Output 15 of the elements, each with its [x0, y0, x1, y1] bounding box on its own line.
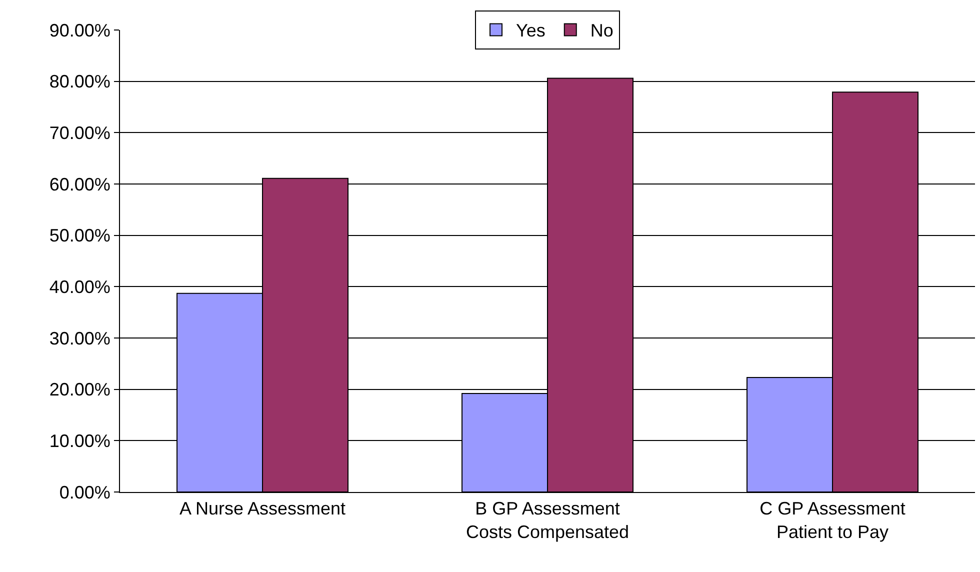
y-tick-label: 70.00% [49, 122, 110, 143]
x-tick-label: A Nurse Assessment [179, 498, 346, 519]
y-tick-label: 10.00% [49, 430, 110, 451]
y-tick-label: 90.00% [49, 20, 110, 40]
y-tick-label: 0.00% [59, 482, 110, 502]
legend-label: Yes [516, 20, 546, 41]
y-tick-label: 60.00% [49, 174, 110, 194]
y-tick-label: 40.00% [49, 276, 110, 297]
y-tick-label: 20.00% [49, 380, 110, 400]
x-tick-label: B GP Assessment Costs Compensated [466, 498, 630, 542]
x-tick-label: C GP Assessment Patient to Pay [760, 498, 906, 542]
y-tick-label: 50.00% [49, 226, 110, 246]
y-tick-label: 80.00% [49, 72, 110, 92]
y-tick-label: 30.00% [49, 328, 110, 348]
legend-label: No [590, 20, 614, 41]
